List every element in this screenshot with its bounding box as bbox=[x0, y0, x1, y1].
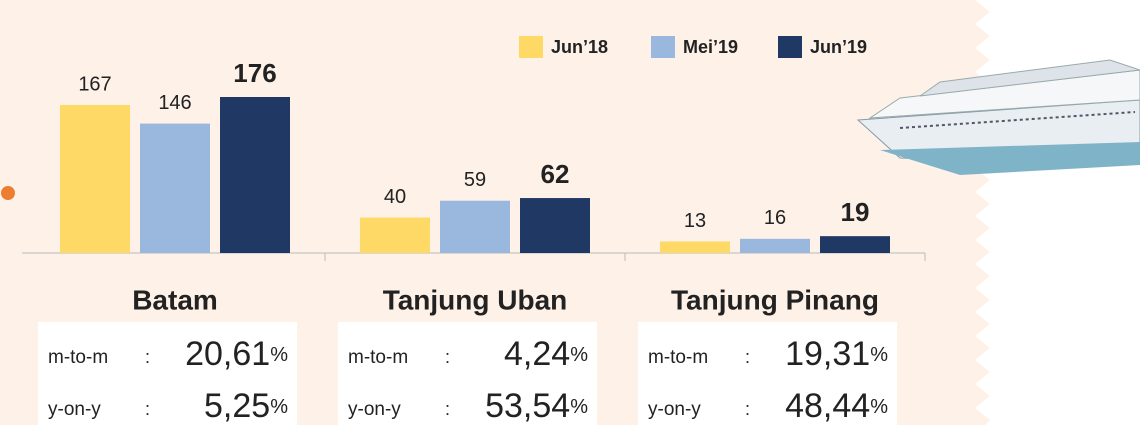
stat-sep: : bbox=[745, 347, 750, 367]
legend-label: Jun’19 bbox=[810, 37, 867, 57]
stat-sep: : bbox=[145, 347, 150, 367]
legend-label: Mei’19 bbox=[683, 37, 738, 57]
bar bbox=[220, 97, 290, 253]
legend-label: Jun’18 bbox=[551, 37, 608, 57]
bar bbox=[820, 236, 890, 253]
category-label: Batam bbox=[132, 284, 218, 315]
data-label: 146 bbox=[158, 92, 191, 114]
stat-value: 48,44% bbox=[785, 387, 888, 425]
stat-value: 4,24% bbox=[504, 335, 588, 373]
stat-sep: : bbox=[145, 399, 150, 419]
stat-label: y-on-y bbox=[648, 399, 701, 420]
stat-panel bbox=[338, 322, 597, 425]
stat-unit: % bbox=[570, 396, 588, 418]
legend-swatch bbox=[651, 36, 675, 58]
stat-value: 53,54% bbox=[485, 387, 588, 425]
dot bbox=[1, 186, 15, 200]
stat-sep: : bbox=[445, 347, 450, 367]
stat-label: m-to-m bbox=[348, 347, 408, 368]
stat-number: 48,44 bbox=[785, 387, 870, 425]
data-label: 176 bbox=[233, 58, 276, 88]
stat-label: m-to-m bbox=[48, 347, 108, 368]
stat-number: 53,54 bbox=[485, 387, 570, 425]
stat-value: 19,31% bbox=[785, 335, 888, 373]
stat-label: m-to-m bbox=[648, 347, 708, 368]
stat-panel bbox=[638, 322, 897, 425]
stat-label: y-on-y bbox=[348, 399, 401, 420]
ship bbox=[856, 59, 1140, 175]
bar bbox=[60, 104, 130, 254]
bar bbox=[140, 123, 210, 253]
bar bbox=[440, 200, 510, 253]
data-label: 16 bbox=[764, 207, 786, 229]
stat-unit: % bbox=[870, 396, 888, 418]
data-label: 59 bbox=[464, 169, 486, 191]
stat-number: 20,61 bbox=[185, 335, 270, 373]
stat-sep: : bbox=[745, 399, 750, 419]
stat-value: 5,25% bbox=[204, 387, 288, 425]
category-label: Tanjung Pinang bbox=[671, 284, 879, 315]
stat-label: y-on-y bbox=[48, 399, 101, 420]
bar bbox=[360, 217, 430, 253]
stat-unit: % bbox=[270, 344, 288, 366]
stat-sep: : bbox=[445, 399, 450, 419]
category-label: Tanjung Uban bbox=[383, 284, 568, 315]
bar bbox=[740, 238, 810, 253]
data-label: 19 bbox=[841, 197, 870, 227]
stat-unit: % bbox=[870, 344, 888, 366]
bar bbox=[520, 198, 590, 253]
legend-swatch bbox=[778, 36, 802, 58]
stat-panel bbox=[38, 322, 297, 425]
stat-unit: % bbox=[570, 344, 588, 366]
stat-value: 20,61% bbox=[185, 335, 288, 373]
stat-number: 5,25 bbox=[204, 387, 270, 425]
stat-unit: % bbox=[270, 396, 288, 418]
legend-swatch bbox=[519, 36, 543, 58]
bar bbox=[660, 241, 730, 253]
stat-number: 4,24 bbox=[504, 335, 570, 373]
stat-number: 19,31 bbox=[785, 335, 870, 373]
data-label: 40 bbox=[384, 186, 406, 208]
data-label: 167 bbox=[78, 73, 111, 95]
data-label: 62 bbox=[541, 159, 570, 189]
data-label: 13 bbox=[684, 210, 706, 232]
